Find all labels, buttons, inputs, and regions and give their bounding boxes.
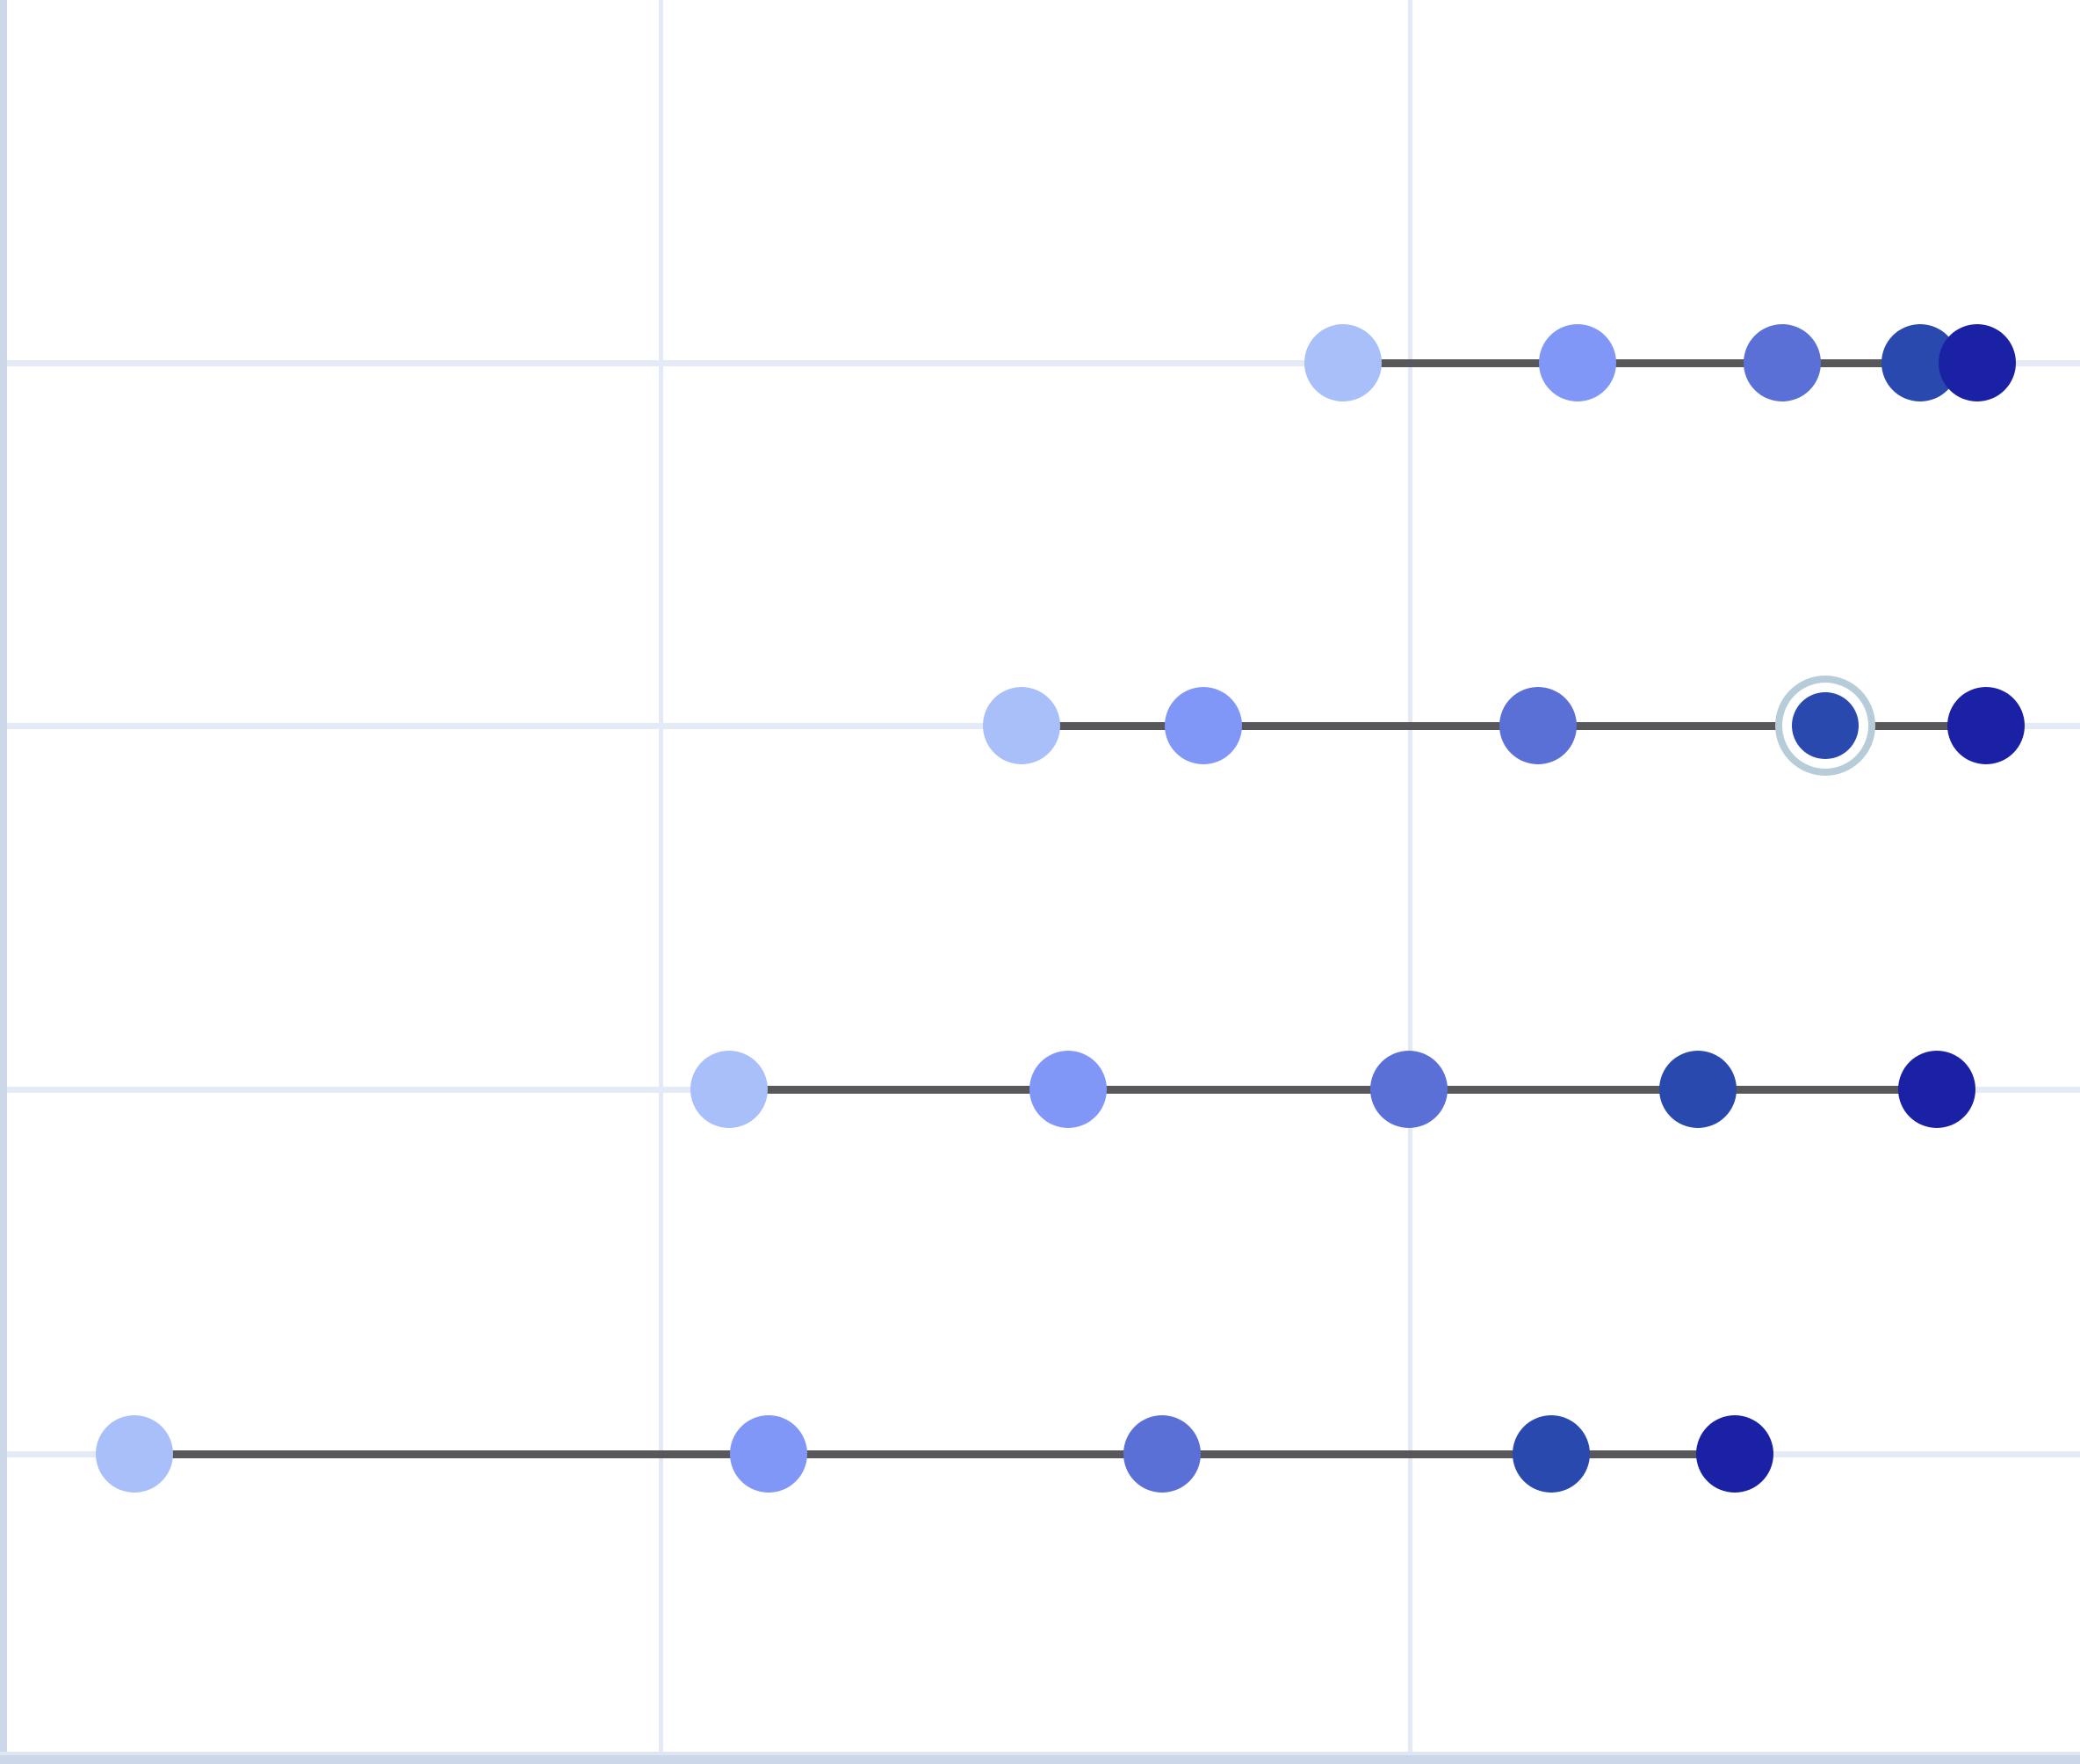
data-point-shade-3-medium-row-3[interactable] — [1370, 1051, 1448, 1128]
data-point-shade-4-dark-row-3[interactable] — [1659, 1051, 1737, 1128]
data-point-shade-3-medium-row-4[interactable] — [1123, 1415, 1201, 1493]
data-point-shade-3-medium-row-2[interactable] — [1499, 687, 1577, 764]
data-point-shade-1-lightest-row-2[interactable] — [983, 687, 1060, 764]
data-point-shade-5-darkest-row-3[interactable] — [1898, 1051, 1975, 1128]
data-point-shade-4-dark-row-4[interactable] — [1513, 1415, 1590, 1493]
data-point-shade-2-light-row-2[interactable] — [1165, 687, 1242, 764]
connector-line — [134, 1450, 1735, 1458]
highlighted-data-point[interactable] — [1792, 692, 1859, 759]
gridline-horizontal — [0, 359, 2080, 366]
data-point-shade-2-light-row-1[interactable] — [1539, 324, 1616, 401]
data-point-shade-1-lightest-row-4[interactable] — [96, 1415, 173, 1493]
data-point-shade-1-lightest-row-1[interactable] — [1304, 324, 1382, 401]
connector-line — [729, 1085, 1937, 1094]
gridline-vertical — [658, 0, 663, 1764]
connector-line — [1343, 358, 1977, 367]
data-point-shade-5-darkest-row-2[interactable] — [1947, 687, 2025, 764]
gridline-vertical — [1407, 0, 1412, 1764]
data-point-shade-1-lightest-row-3[interactable] — [690, 1051, 768, 1128]
data-point-shade-5-darkest-row-1[interactable] — [1939, 324, 2016, 401]
data-point-shade-2-light-row-3[interactable] — [1029, 1051, 1107, 1128]
axis-line-bottom-edge — [0, 1752, 2080, 1755]
axis-line-bottom — [0, 1755, 2080, 1764]
axis-line-left — [0, 0, 7, 1764]
data-point-shade-3-medium-row-1[interactable] — [1744, 324, 1821, 401]
data-point-shade-5-darkest-row-4[interactable] — [1696, 1415, 1773, 1493]
data-point-shade-2-light-row-4[interactable] — [730, 1415, 807, 1493]
